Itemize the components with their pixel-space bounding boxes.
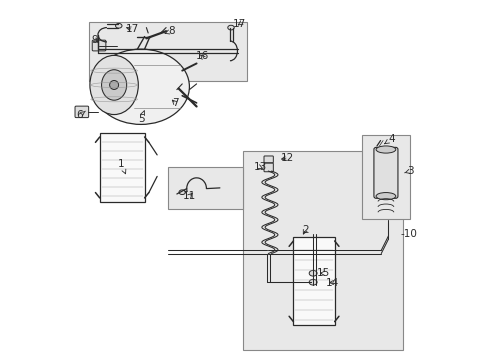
- FancyBboxPatch shape: [264, 156, 273, 163]
- Text: 9: 9: [92, 35, 98, 45]
- Text: 17: 17: [233, 19, 246, 29]
- FancyBboxPatch shape: [243, 151, 403, 350]
- FancyBboxPatch shape: [89, 22, 247, 81]
- Ellipse shape: [90, 55, 138, 114]
- Text: 11: 11: [183, 191, 196, 201]
- Ellipse shape: [376, 146, 396, 153]
- Text: 5: 5: [138, 111, 145, 124]
- Text: 4: 4: [385, 134, 395, 144]
- Ellipse shape: [376, 193, 396, 200]
- Text: 12: 12: [281, 153, 294, 163]
- Ellipse shape: [116, 23, 122, 28]
- Text: 17: 17: [125, 24, 139, 35]
- FancyBboxPatch shape: [362, 135, 410, 220]
- Ellipse shape: [101, 70, 126, 100]
- Text: 6: 6: [76, 111, 85, 121]
- Text: 8: 8: [165, 26, 175, 36]
- Ellipse shape: [309, 279, 317, 285]
- Text: 1: 1: [118, 159, 126, 174]
- FancyBboxPatch shape: [264, 163, 273, 172]
- Text: 15: 15: [317, 268, 330, 278]
- FancyBboxPatch shape: [92, 40, 106, 51]
- Text: 14: 14: [326, 278, 340, 288]
- Text: -10: -10: [401, 229, 417, 239]
- FancyBboxPatch shape: [75, 106, 89, 118]
- FancyBboxPatch shape: [100, 134, 145, 202]
- Text: 3: 3: [405, 166, 414, 176]
- Ellipse shape: [309, 270, 317, 276]
- Ellipse shape: [179, 190, 186, 194]
- FancyBboxPatch shape: [294, 237, 335, 325]
- Ellipse shape: [93, 49, 190, 125]
- Text: 13: 13: [254, 162, 267, 172]
- FancyBboxPatch shape: [168, 167, 243, 209]
- FancyBboxPatch shape: [374, 147, 398, 198]
- Ellipse shape: [110, 81, 119, 89]
- Ellipse shape: [228, 25, 234, 30]
- Text: 16: 16: [196, 51, 209, 61]
- Text: 2: 2: [302, 225, 309, 235]
- Text: 7: 7: [172, 98, 178, 108]
